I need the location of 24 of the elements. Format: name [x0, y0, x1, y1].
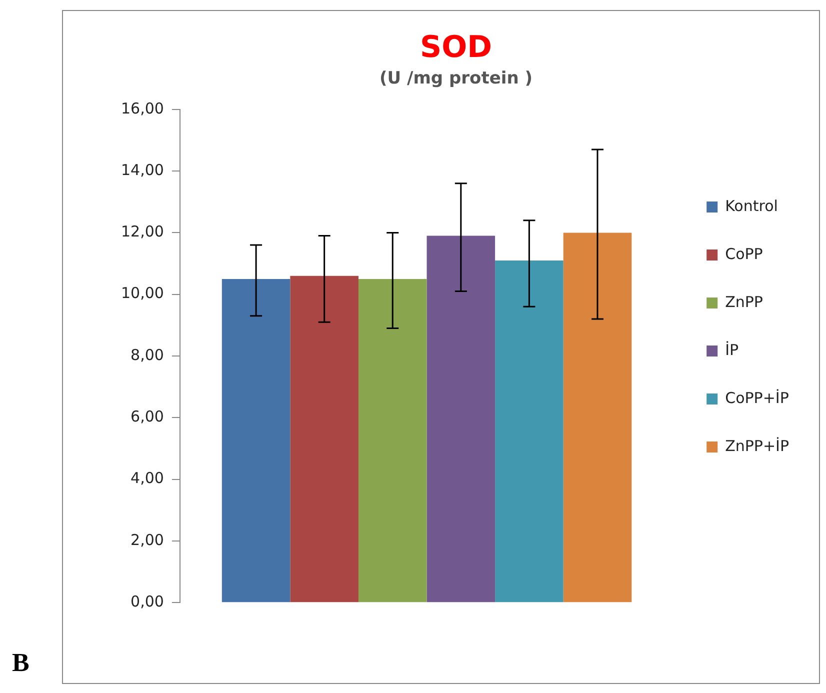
bar	[426, 236, 496, 602]
y-tick-label: 10,00	[120, 284, 164, 302]
y-tick-label: 14,00	[120, 160, 164, 179]
chart-title: SOD	[420, 30, 492, 65]
legend-label: CoPP+İP	[725, 388, 789, 407]
bar	[563, 232, 632, 602]
legend-label: ZnPP	[725, 292, 763, 311]
y-tick-label: 4,00	[130, 469, 164, 488]
text: B	[12, 648, 30, 678]
bar	[358, 278, 427, 602]
y-tick-label: 8,00	[130, 346, 164, 364]
y-tick-label: 6,00	[130, 408, 164, 426]
legend-label: Kontrol	[725, 196, 778, 215]
legend-label: CoPP	[725, 244, 763, 263]
y-tick-label: 2,00	[130, 530, 164, 549]
bar	[222, 278, 290, 602]
y-tick-label: 12,00	[120, 222, 164, 241]
legend-label: İP	[725, 340, 739, 359]
chart-subtitle: (U /mg protein )	[379, 68, 533, 89]
y-tick-label: 0,00	[130, 592, 164, 610]
bar	[290, 276, 358, 602]
legend-label: ZnPP+İP	[725, 436, 790, 455]
bar	[495, 260, 564, 602]
y-tick-label: 16,00	[120, 99, 164, 118]
